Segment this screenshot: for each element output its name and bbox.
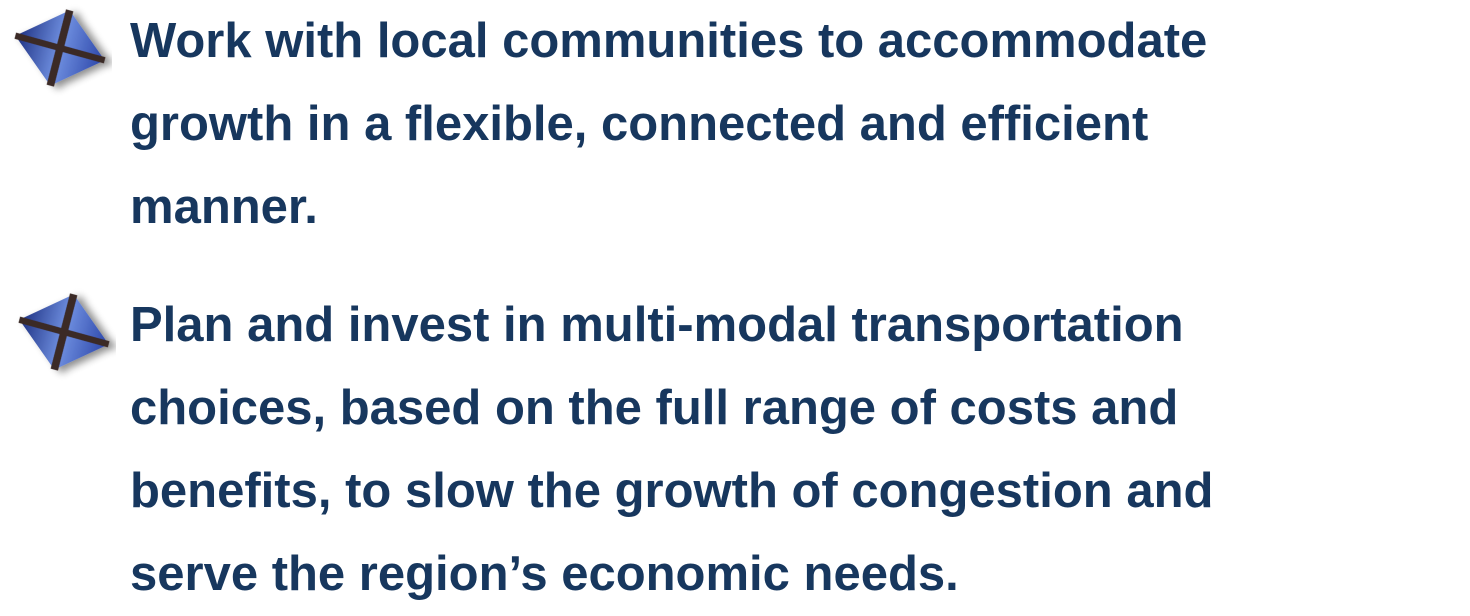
text-line: Work with local communities to accommoda… bbox=[130, 14, 1208, 68]
bullet-text: Plan and invest in multi-modal transport… bbox=[130, 284, 1213, 616]
text-line: manner. bbox=[130, 180, 318, 234]
text-line: serve the region’s economic needs. bbox=[130, 547, 959, 601]
bullet-icon bbox=[14, 9, 106, 87]
bullet-icon bbox=[18, 293, 110, 371]
text-line: Plan and invest in multi-modal transport… bbox=[130, 298, 1184, 352]
bullet-text: Work with local communities to accommoda… bbox=[130, 0, 1207, 249]
text-line: growth in a flexible, connected and effi… bbox=[130, 97, 1149, 151]
text-line: choices, based on the full range of cost… bbox=[130, 381, 1179, 435]
text-line: benefits, to slow the growth of congesti… bbox=[130, 464, 1214, 518]
